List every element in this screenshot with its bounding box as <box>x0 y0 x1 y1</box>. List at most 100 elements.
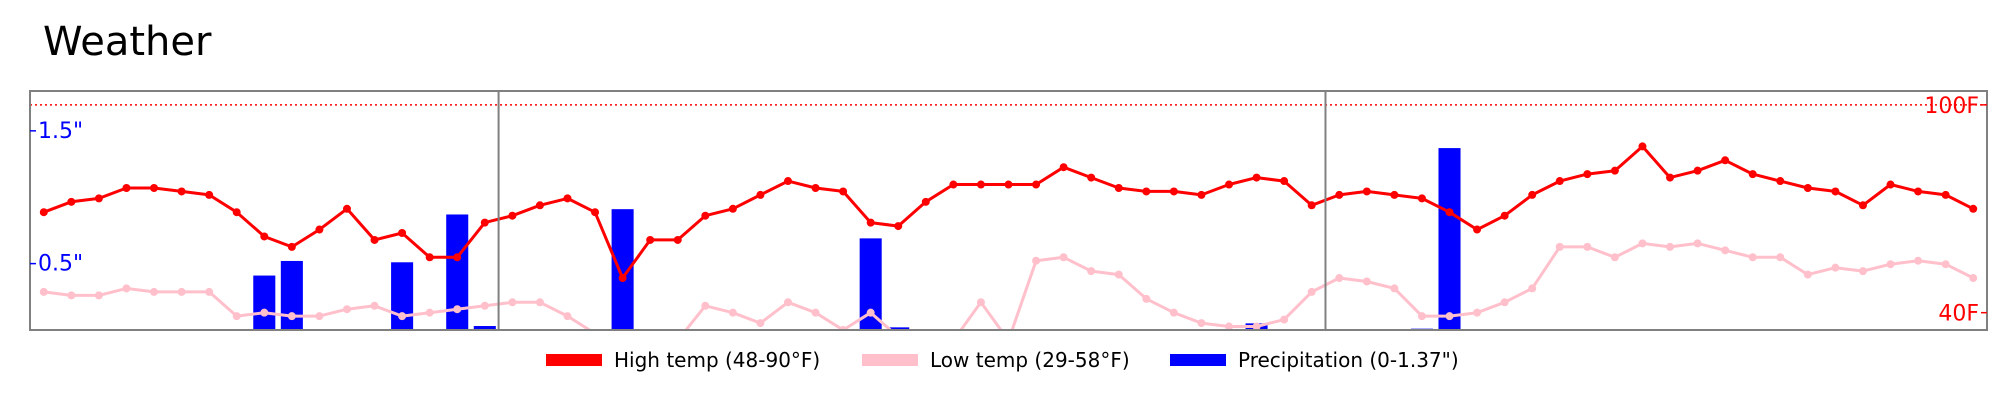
low-temp-point <box>1417 312 1426 321</box>
low-temp-point <box>1032 256 1041 265</box>
temp-tick-label: 100F <box>1924 94 1979 119</box>
high-temp-point <box>1886 180 1895 189</box>
high-temp-point <box>1941 190 1950 199</box>
high-temp-point <box>894 222 903 231</box>
high-temp-point <box>811 183 820 192</box>
high-temp-point <box>1362 187 1371 196</box>
precip-tick-label: 0.5" <box>38 252 83 277</box>
low-temp-point <box>1307 287 1316 296</box>
high-temp-point <box>1858 201 1867 210</box>
high-temp-point <box>1748 170 1757 179</box>
high-temp-point <box>783 177 792 186</box>
high-temp-point <box>1252 173 1261 182</box>
high-temp-point <box>1059 163 1068 172</box>
high-temp-point <box>701 211 710 220</box>
low-temp-point <box>480 301 489 310</box>
high-temp-point <box>205 190 214 199</box>
low-temp-point <box>232 312 241 321</box>
low-temp-point <box>67 291 76 300</box>
low-temp-point <box>1362 277 1371 286</box>
legend-swatch <box>862 354 918 366</box>
low-temp-point <box>1914 256 1923 265</box>
low-temp-point <box>728 308 737 317</box>
low-temp-point <box>1610 253 1619 262</box>
high-temp-point <box>1280 177 1289 186</box>
high-temp-point <box>1087 173 1096 182</box>
high-temp-point <box>480 218 489 227</box>
legend-swatch <box>1170 354 1226 366</box>
high-temp-point <box>1417 194 1426 203</box>
low-temp-point <box>1390 284 1399 293</box>
precip-bar <box>611 209 634 330</box>
high-temp-point <box>1803 183 1812 192</box>
high-temp-point <box>94 194 103 203</box>
low-temp-point <box>1252 322 1261 330</box>
low-temp-point <box>1500 298 1509 307</box>
legend-item: High temp (48-90°F) <box>546 340 820 380</box>
low-temp-point <box>1666 242 1675 251</box>
high-temp-point <box>398 229 407 238</box>
high-temp-point <box>232 208 241 217</box>
low-temp-point <box>398 312 407 321</box>
low-temp-point <box>1693 239 1702 248</box>
low-temp-point <box>1941 260 1950 269</box>
low-temp-point <box>94 291 103 300</box>
low-temp-point <box>425 308 434 317</box>
low-temp-point <box>370 301 379 310</box>
high-temp-point <box>1473 225 1482 234</box>
high-temp-point <box>508 211 517 220</box>
high-temp-point <box>425 253 434 262</box>
high-temp-point <box>1445 208 1454 217</box>
precip-bar <box>280 260 303 330</box>
low-temp-point <box>1473 308 1482 317</box>
high-temp-point <box>673 235 682 244</box>
high-temp-point <box>453 253 462 262</box>
precip-bar <box>253 275 276 330</box>
low-temp-point <box>1721 246 1730 255</box>
high-temp-point <box>1776 177 1785 186</box>
low-temp-point <box>1638 239 1647 248</box>
low-temp-point <box>701 301 710 310</box>
high-temp-point <box>591 208 600 217</box>
high-temp-point <box>122 183 131 192</box>
low-temp-point <box>205 287 214 296</box>
low-temp-point <box>1803 270 1812 279</box>
low-temp-point <box>177 287 186 296</box>
high-temp-point <box>1004 180 1013 189</box>
high-temp-point <box>1555 177 1564 186</box>
high-temp-point <box>646 235 655 244</box>
precip-bar <box>859 238 882 330</box>
high-temp-point <box>287 242 296 251</box>
low-temp-point <box>1583 242 1592 251</box>
low-temp-point <box>1114 270 1123 279</box>
high-temp-point <box>342 204 351 213</box>
low-temp-point <box>1555 242 1564 251</box>
high-temp-point <box>1528 190 1537 199</box>
high-temp-point <box>728 204 737 213</box>
low-temp-point <box>287 312 296 321</box>
low-temp-point <box>811 308 820 317</box>
high-temp-point <box>976 180 985 189</box>
high-temp-point <box>260 232 269 241</box>
low-temp-point <box>1858 267 1867 276</box>
low-temp-point <box>342 305 351 314</box>
high-temp-point <box>1610 166 1619 175</box>
high-temp-point <box>1721 156 1730 165</box>
high-temp-line <box>43 144 1974 280</box>
low-temp-point <box>1886 260 1895 269</box>
low-temp-point <box>1748 253 1757 262</box>
low-temp-point <box>563 312 572 321</box>
low-temp-point <box>1445 312 1454 321</box>
high-temp-point <box>563 194 572 203</box>
low-temp-point <box>1059 253 1068 262</box>
high-temp-point <box>921 197 930 206</box>
high-temp-point <box>1114 183 1123 192</box>
high-temp-point <box>150 183 159 192</box>
high-temp-point <box>618 274 627 283</box>
low-temp-point <box>1831 263 1840 272</box>
low-temp-point <box>508 298 517 307</box>
plot-area <box>39 142 1978 330</box>
high-temp-point <box>1500 211 1509 220</box>
high-temp-point <box>1969 204 1978 213</box>
